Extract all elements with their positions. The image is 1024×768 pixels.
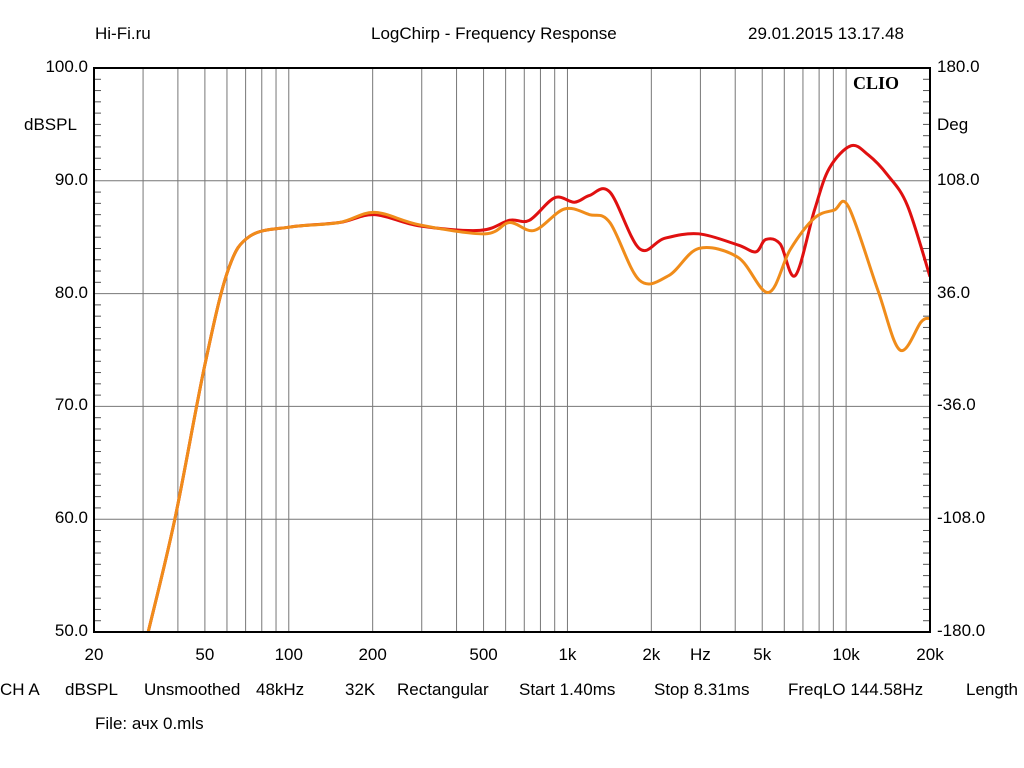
y-tick-label: 60.0: [54, 508, 88, 528]
y-right-tick-label: 36.0: [937, 282, 971, 302]
chart-title: LogChirp - Frequency Response: [371, 24, 617, 43]
param-item: 32K: [345, 680, 376, 699]
param-item: Rectangular: [397, 680, 489, 699]
y-right-tick-label: -36.0: [937, 395, 976, 415]
y-tick-label: 100.0: [45, 57, 88, 76]
clio-logo: CLIO: [853, 73, 900, 93]
series-orange-line: [146, 199, 930, 632]
param-item: 48kHz: [256, 680, 305, 699]
x-tick-label: 10k: [832, 645, 860, 664]
y-tick-label: 90.0: [54, 169, 88, 189]
x-tick-label: 20: [84, 645, 104, 664]
x-tick-label: 200: [358, 645, 387, 664]
x-tick-label: 500: [469, 645, 498, 664]
header-datetime: 29.01.2015 13.17.48: [748, 24, 904, 43]
file-name: File: ачх 0.mls: [95, 714, 204, 733]
param-item: Length: [966, 680, 1018, 699]
y-right-tick-label: -180.0: [937, 621, 986, 640]
param-item: FreqLO 144.58Hz: [788, 680, 924, 699]
x-tick-label: 5k: [753, 645, 772, 664]
y-right-tick-label: -108.0: [937, 508, 986, 528]
y-tick-label: 50.0: [54, 621, 88, 640]
param-item: CH A: [0, 680, 40, 699]
y-axis-label: dBSPL: [24, 115, 77, 134]
x-tick-label: 100: [274, 645, 303, 664]
y-tick-label: 70.0: [54, 395, 88, 415]
y-right-tick-label: 180.0: [937, 57, 980, 76]
x-tick-label: Hz: [690, 645, 711, 664]
param-item: Stop 8.31ms: [654, 680, 750, 699]
x-tick-label: 1k: [558, 645, 577, 664]
y-axis-right-label: Deg: [937, 115, 969, 134]
plot-frame: [93, 67, 931, 633]
x-tick-label: 50: [195, 645, 215, 664]
y-right-tick-label: 108.0: [937, 169, 980, 189]
header-site: Hi-Fi.ru: [95, 24, 151, 43]
x-tick-label: 20k: [916, 645, 944, 664]
y-tick-label: 80.0: [54, 282, 88, 302]
x-tick-label: 2k: [642, 645, 661, 664]
param-item: Unsmoothed: [144, 680, 241, 699]
param-item: Start 1.40ms: [519, 680, 616, 699]
param-item: dBSPL: [65, 680, 118, 699]
